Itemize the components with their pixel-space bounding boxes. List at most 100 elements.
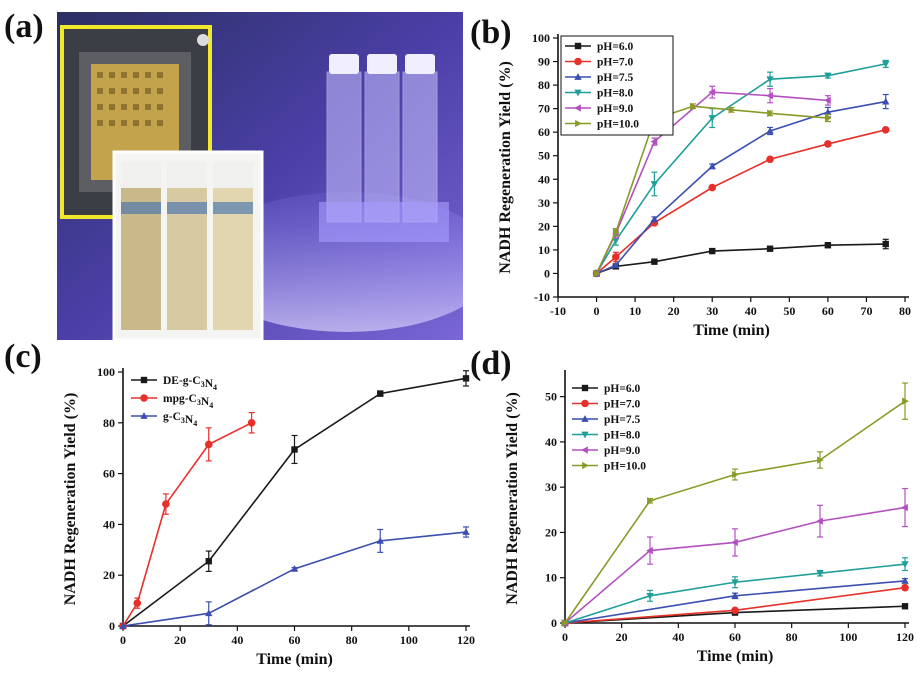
- legend-marker: [581, 431, 589, 439]
- x-tick-label: 40: [672, 630, 684, 644]
- x-axis-label: Time (min): [697, 648, 774, 665]
- data-point: [882, 240, 889, 248]
- x-tick-label: 120: [457, 633, 475, 647]
- data-point: [901, 603, 909, 610]
- legend-label: g-C3N4: [163, 411, 197, 428]
- data-point: [816, 517, 823, 525]
- legend-label: pH=7.0: [604, 399, 641, 411]
- x-tick-label: 10: [629, 304, 641, 318]
- x-tick-label: 20: [616, 630, 628, 644]
- series-line: [596, 243, 886, 275]
- data-point: [766, 127, 774, 134]
- legend-marker: [574, 104, 581, 112]
- legend-marker: [574, 42, 582, 50]
- y-tick-label: 40: [545, 435, 557, 449]
- data-point: [612, 237, 620, 245]
- data-point: [462, 375, 470, 382]
- x-tick-label: 120: [896, 630, 914, 644]
- legend-label: pH=7.5: [604, 414, 641, 426]
- series-0: [119, 370, 470, 630]
- y-tick-label: 0: [109, 619, 115, 633]
- data-point: [901, 583, 909, 592]
- legend-marker: [574, 57, 582, 66]
- data-point: [612, 261, 620, 269]
- data-point: [562, 619, 569, 627]
- data-point: [708, 115, 716, 122]
- data-point: [646, 546, 653, 555]
- legend-label: pH=8.0: [597, 88, 634, 100]
- data-point: [728, 106, 736, 114]
- data-point: [731, 591, 739, 599]
- series-line: [122, 531, 467, 627]
- panel-label-d: (d): [470, 345, 512, 382]
- y-tick-label: 100: [532, 31, 550, 45]
- series-line: [122, 422, 252, 627]
- panel-label-b: (b): [470, 14, 512, 51]
- y-tick-label: 50: [545, 390, 557, 404]
- y-axis-label: NADH Regeneration Yield (%): [504, 392, 521, 605]
- data-point: [816, 570, 824, 578]
- legend-marker: [575, 119, 582, 128]
- data-point: [462, 528, 470, 535]
- chart-1: 0 20 40 60 80 100 120 0 20 40 60 80 100 Time (min) NAD…: [62, 365, 475, 668]
- inset-cuvettes: [112, 150, 264, 340]
- y-tick-label: 20: [538, 219, 550, 233]
- chart-2: 0 20 40 60 80 100 120 0 10 20 30 40 50 Time (min) NADH…: [504, 370, 914, 665]
- data-point: [902, 397, 909, 405]
- y-tick-label: 10: [545, 571, 557, 585]
- data-point: [731, 538, 738, 547]
- x-axis-label: Time (min): [256, 651, 333, 668]
- data-point: [650, 181, 659, 188]
- x-tick-label: 60: [289, 633, 301, 647]
- data-point: [766, 155, 774, 164]
- data-point: [824, 242, 832, 249]
- data-point: [767, 109, 774, 118]
- data-point: [377, 390, 384, 397]
- data-point: [901, 561, 909, 568]
- data-point: [881, 126, 890, 134]
- x-tick-label: 60: [729, 630, 741, 644]
- legend-marker: [140, 376, 148, 384]
- legend-label: DE-g-C3N4: [163, 375, 217, 392]
- photo-panel-a: [57, 12, 463, 340]
- x-tick-label: 100: [839, 630, 857, 644]
- data-point: [650, 215, 659, 223]
- y-tick-label: 70: [538, 102, 550, 116]
- x-tick-label: 50: [783, 304, 795, 318]
- y-tick-label: 80: [538, 78, 550, 92]
- legend: pH=6.0 pH=7.0 pH=7.5 pH=8.0 pH=9.0 pH=10.0: [572, 383, 646, 473]
- x-tick-label: 40: [231, 633, 243, 647]
- data-point: [291, 446, 298, 453]
- x-tick-label: 80: [786, 630, 798, 644]
- panel-label-a: (a): [4, 8, 44, 45]
- y-tick-label: -10: [534, 290, 550, 304]
- data-point: [593, 269, 601, 278]
- data-point: [708, 162, 716, 170]
- series-5: [562, 382, 909, 627]
- data-point: [901, 503, 908, 512]
- data-point: [612, 228, 620, 236]
- data-point: [133, 599, 142, 607]
- data-point: [882, 61, 890, 68]
- data-point: [766, 245, 774, 252]
- series-4: [561, 487, 908, 627]
- legend-label: pH=9.0: [604, 445, 641, 457]
- legend-marker: [574, 89, 582, 97]
- legend-marker: [574, 73, 582, 80]
- legend-marker: [581, 399, 589, 408]
- legend-label: pH=6.0: [604, 383, 641, 395]
- legend-label: pH=10.0: [604, 461, 646, 473]
- y-tick-label: 20: [103, 568, 115, 582]
- data-point: [731, 606, 739, 615]
- data-point: [647, 497, 654, 505]
- legend-marker: [581, 415, 589, 422]
- data-point: [817, 456, 824, 464]
- y-tick-label: 0: [551, 616, 557, 630]
- series-1: [119, 412, 256, 630]
- legend-label: pH=9.0: [597, 103, 634, 115]
- y-tick-label: 80: [103, 416, 115, 430]
- cuvette-group-right: [319, 54, 449, 242]
- data-point: [882, 97, 890, 105]
- series-5: [593, 102, 832, 278]
